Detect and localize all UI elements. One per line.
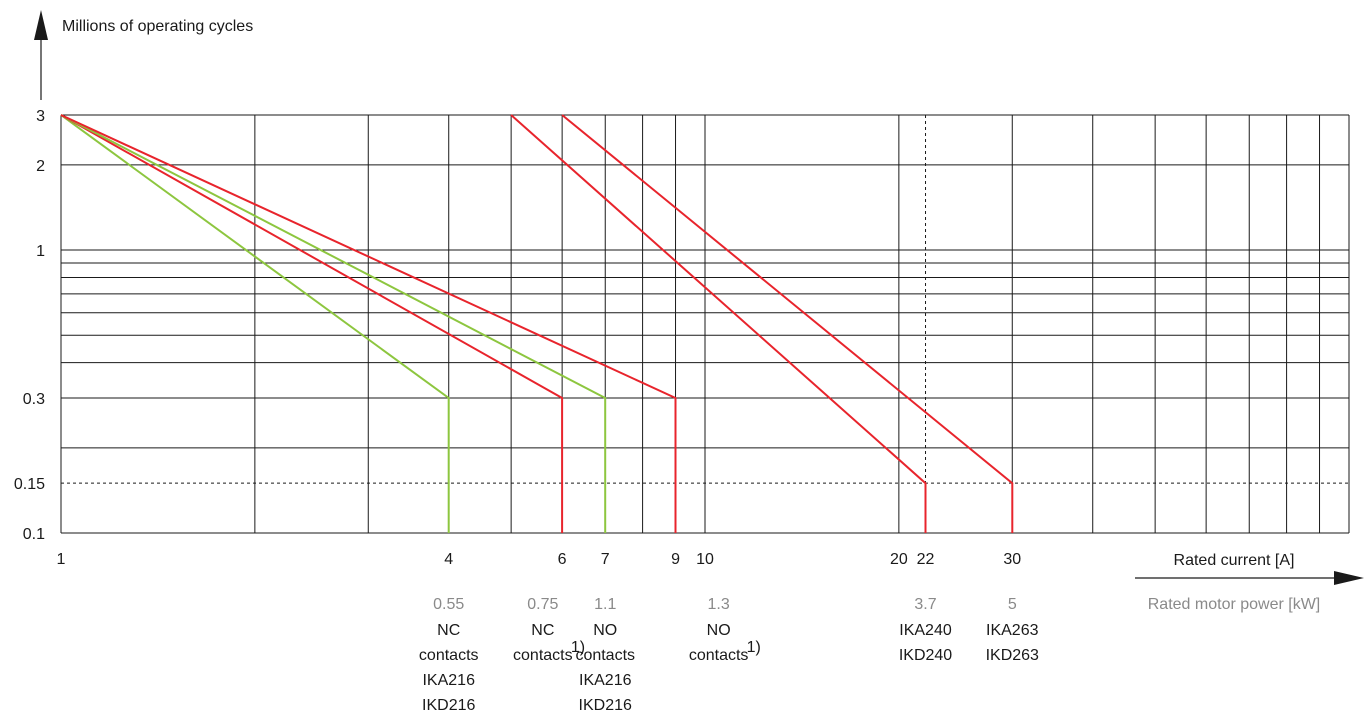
x-tick-label: 4 (444, 551, 453, 568)
series-line-3 (60, 114, 607, 533)
contact-label: contacts (575, 647, 635, 664)
contact-label: contacts (419, 647, 479, 664)
x-tick-label: 7 (601, 551, 610, 568)
power-label: 5 (1008, 596, 1017, 613)
y-tick-label: 0.3 (23, 391, 45, 408)
footnote-label: 1) (571, 639, 585, 656)
x2-axis-title: Rated motor power [kW] (1148, 596, 1321, 613)
contact-label: contacts (689, 647, 749, 664)
y-axis-title: Millions of operating cycles (62, 18, 253, 35)
contact-label: IKD216 (422, 697, 475, 713)
x-tick-label: 1 (57, 551, 66, 568)
y-tick-label: 0.1 (23, 526, 45, 543)
y-axis-arrow (34, 10, 48, 100)
contact-label: IKA216 (579, 672, 632, 689)
contact-label: NO (707, 622, 731, 639)
footnote-label: 1) (747, 639, 761, 656)
power-label: 0.55 (433, 596, 464, 613)
contact-label: IKA263 (986, 622, 1039, 639)
x-tick-label: 20 (890, 551, 908, 568)
series-layer (60, 114, 1014, 533)
contact-label: IKA240 (899, 622, 952, 639)
x-tick-label: 22 (917, 551, 935, 568)
contact-label: IKA216 (422, 672, 475, 689)
x-tick-label: 9 (671, 551, 680, 568)
power-label: 3.7 (914, 596, 936, 613)
x-axis-arrow (1135, 571, 1364, 585)
contact-label: IKD216 (579, 697, 632, 713)
x-tick-label: 30 (1003, 551, 1021, 568)
power-label: 1.1 (594, 596, 616, 613)
contact-label: IKD263 (986, 647, 1039, 664)
series-line-4 (60, 114, 677, 533)
y-tick-label: 2 (36, 158, 45, 175)
contact-label: NC (437, 622, 460, 639)
power-label: 0.75 (527, 596, 558, 613)
series-line-1 (60, 114, 450, 533)
grid (60, 114, 1350, 534)
contact-label: contacts (513, 647, 573, 664)
contact-label: NO (593, 622, 617, 639)
series-line-5 (510, 114, 927, 533)
y-tick-label: 3 (36, 108, 45, 125)
contact-label: NC (531, 622, 554, 639)
series-line-2 (60, 114, 564, 533)
y-tick-label: 1 (36, 243, 45, 260)
labels-layer: 3 2 1 0.3 0.15 0.1 1 4 6 7 9 10 20 22 30 0.55 NC contacts… (14, 108, 1039, 713)
series-line-6 (561, 114, 1014, 533)
power-label: 1.3 (708, 596, 730, 613)
y-tick-label: 0.15 (14, 476, 45, 493)
x-axis-title: Rated current [A] (1174, 552, 1295, 569)
contact-label: IKD240 (899, 647, 952, 664)
x-tick-label: 10 (696, 551, 714, 568)
x-tick-label: 6 (558, 551, 567, 568)
